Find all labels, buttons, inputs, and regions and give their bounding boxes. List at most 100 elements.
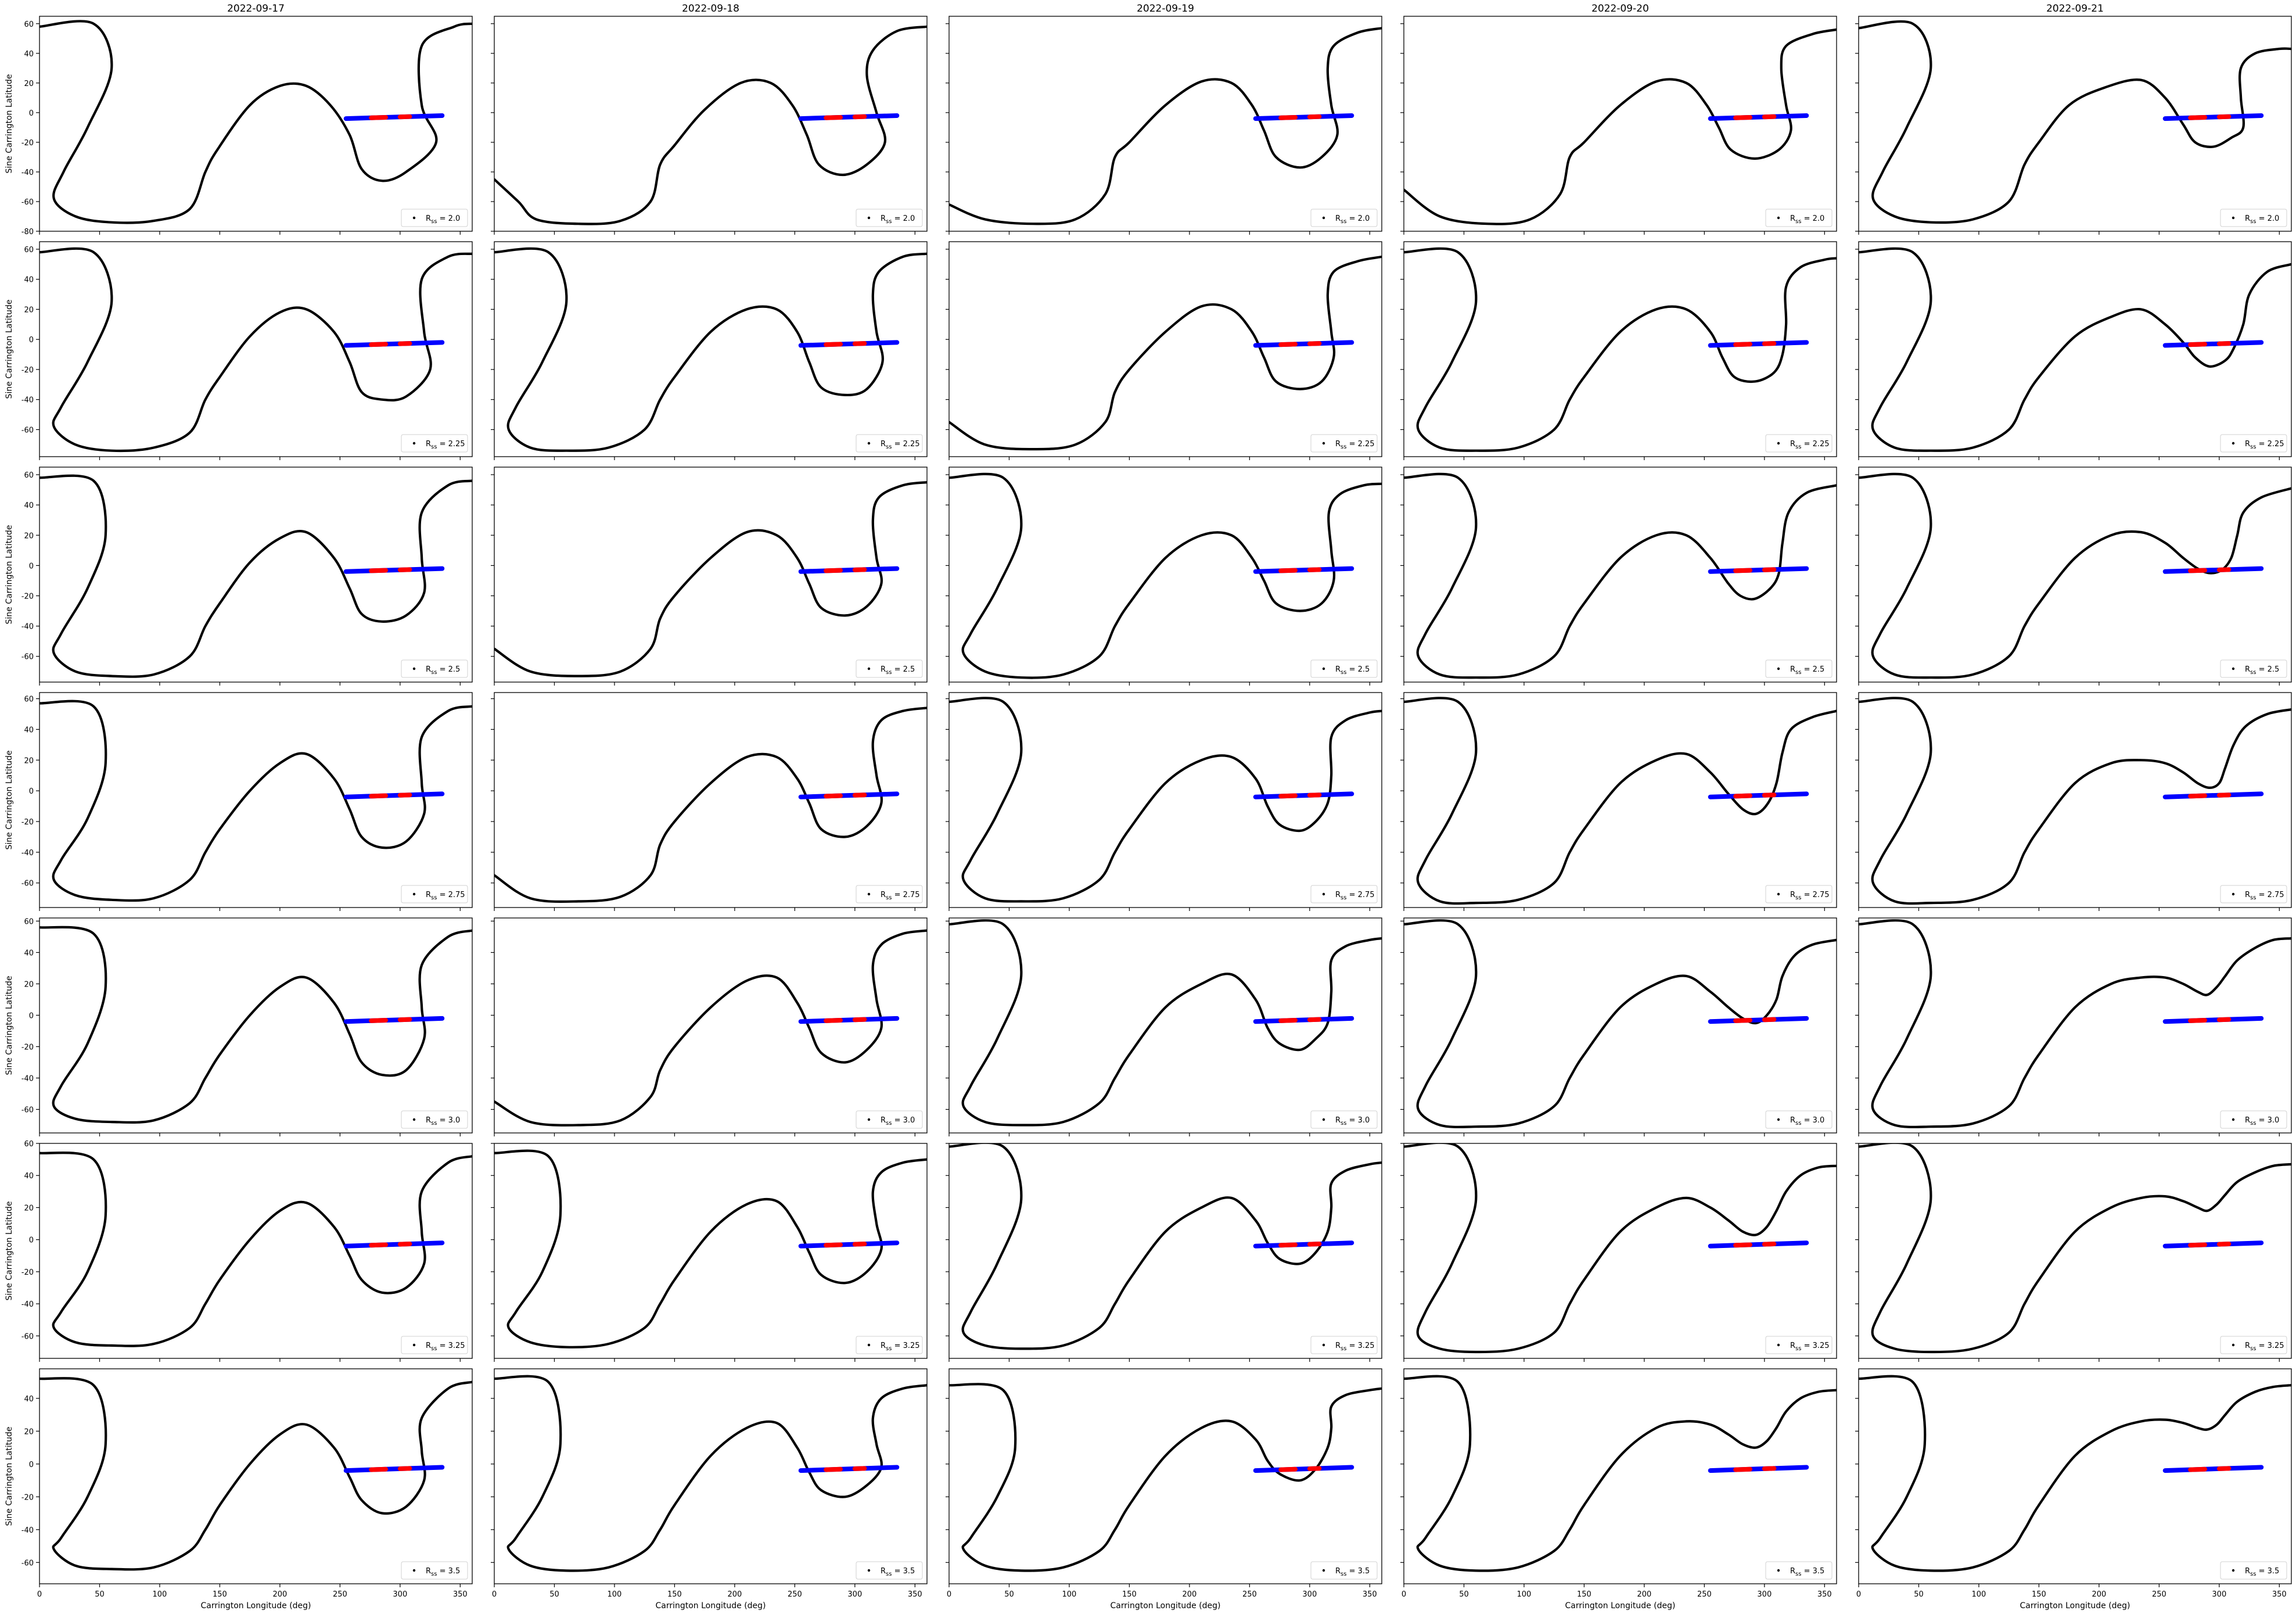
legend-box — [1765, 1561, 1833, 1580]
neutral-line — [1859, 20, 2291, 224]
trajectory-line — [1708, 113, 1809, 121]
y-tick-label: 60 — [24, 246, 34, 254]
y-tick-label: -20 — [21, 139, 34, 148]
trajectory-highlight — [1307, 341, 1322, 346]
axes-frame — [1858, 241, 2292, 457]
axes-frame — [948, 241, 1382, 457]
y-tick-label: 0 — [29, 562, 34, 571]
trajectory-line — [1253, 1240, 1354, 1249]
legend-marker — [1777, 216, 1780, 220]
x-tick-label: 250 — [333, 1590, 347, 1599]
trajectory-highlight — [1278, 114, 1298, 120]
neutral-line — [39, 926, 472, 1124]
legend-box — [401, 659, 468, 678]
axes-frame — [494, 467, 928, 683]
y-tick-label: 0 — [29, 1012, 34, 1020]
neutral-line — [1404, 28, 1837, 225]
legend-marker — [867, 1343, 871, 1347]
trajectory-line — [2162, 1240, 2264, 1249]
legend-box — [1765, 1110, 1833, 1129]
legend-box — [856, 1336, 923, 1354]
legend-label: Rss = 3.25 — [1335, 1342, 1375, 1352]
y-tick-label: 40 — [24, 949, 34, 957]
legend-label: Rss = 2.25 — [2245, 440, 2284, 450]
y-axis-label: Sine Carrington Latitude — [5, 976, 14, 1075]
legend-marker — [2232, 442, 2235, 445]
column-title: 2022-09-19 — [1137, 3, 1194, 15]
legend-label: Rss = 2.0 — [881, 214, 915, 225]
legend-label: Rss = 2.75 — [426, 891, 465, 901]
trajectory-line — [343, 791, 445, 799]
legend-box — [1765, 659, 1833, 678]
panel-r5-c3: Rss = 3.25 — [1400, 1143, 1837, 1362]
legend-marker — [1322, 1569, 1325, 1572]
panel-r2-c2: Rss = 2.5 — [946, 467, 1382, 686]
panel-r0-c0: -80 -60 -40 -20 0 20 40 60 Rss = 2.0 2022-09-17 Si… — [5, 3, 473, 236]
trajectory-highlight — [1762, 1466, 1777, 1471]
column-title: 2022-09-21 — [2046, 3, 2104, 15]
x-tick-label: 200 — [1182, 1590, 1196, 1599]
panel-r6-c3: 0 50 100 150 200 250 300 350 Rss = 3.5 Carrington… — [1400, 1368, 1837, 1611]
panel-r3-c3: Rss = 2.75 — [1400, 692, 1837, 911]
trajectory-highlight — [2216, 341, 2232, 346]
trajectory-line — [1253, 791, 1354, 799]
legend-marker — [1322, 1343, 1325, 1347]
axes-frame — [494, 917, 928, 1134]
legend-label: Rss = 2.5 — [426, 665, 460, 676]
neutral-line — [1404, 697, 1837, 905]
legend-marker — [412, 667, 416, 670]
trajectory-highlight — [369, 1242, 388, 1248]
trajectory-highlight — [2188, 342, 2207, 347]
panel-r4-c0: -60 -40 -20 0 20 40 60 Rss = 3.0 Sine Carrington… — [5, 917, 473, 1136]
x-tick-label: 0 — [492, 1590, 497, 1599]
legend-box — [401, 434, 468, 453]
trajectory-highlight — [2188, 1242, 2207, 1248]
legend-label: Rss = 2.0 — [426, 214, 460, 225]
x-axis-label: Carrington Longitude (deg) — [655, 1601, 766, 1611]
y-tick-label: -40 — [21, 1526, 34, 1535]
trajectory-line — [1708, 1016, 1809, 1024]
panel-r3-c2: Rss = 2.75 — [946, 692, 1382, 911]
y-tick-label: -60 — [21, 1559, 34, 1568]
axes-frame — [948, 692, 1382, 908]
y-tick-label: 20 — [24, 756, 34, 765]
legend-marker — [867, 1118, 871, 1121]
panel-r5-c0: -60 -40 -20 0 20 40 60 Rss = 3.25 Sine Carringto… — [5, 1140, 473, 1362]
y-tick-label: 20 — [24, 306, 34, 314]
axes-frame — [494, 1143, 928, 1359]
panel-r0-c3: Rss = 2.0 2022-09-20 — [1400, 3, 1837, 235]
legend-marker — [1777, 1118, 1780, 1121]
y-tick-label: -40 — [21, 1300, 34, 1309]
y-tick-label: -40 — [21, 1074, 34, 1083]
neutral-line — [494, 1149, 927, 1348]
panel-r6-c1: 0 50 100 150 200 250 300 350 Rss = 3.5 Carrington… — [491, 1368, 928, 1611]
legend-marker — [867, 1569, 871, 1572]
legend-box — [1310, 1110, 1378, 1129]
y-tick-label: 0 — [29, 336, 34, 345]
x-tick-label: 0 — [37, 1590, 42, 1599]
x-tick-label: 100 — [153, 1590, 167, 1599]
x-tick-label: 300 — [1302, 1590, 1317, 1599]
panel-r1-c1: Rss = 2.25 — [491, 241, 928, 460]
x-tick-label: 200 — [727, 1590, 742, 1599]
neutral-line — [949, 1143, 1382, 1350]
legend-label: Rss = 2.25 — [426, 440, 465, 450]
legend-box — [2220, 1561, 2287, 1580]
trajectory-highlight — [824, 1242, 843, 1248]
legend-box — [2220, 1336, 2287, 1354]
axes-frame — [494, 241, 928, 457]
axes-frame — [39, 241, 473, 457]
y-tick-label: 0 — [29, 1236, 34, 1245]
legend-label: Rss = 2.75 — [2245, 891, 2284, 901]
y-tick-label: -80 — [21, 228, 34, 236]
legend-box — [1765, 434, 1833, 453]
legend-label: Rss = 3.0 — [1790, 1116, 1824, 1127]
axes-frame — [1858, 467, 2292, 683]
trajectory-line — [2162, 1016, 2264, 1024]
legend-label: Rss = 2.5 — [1335, 665, 1370, 676]
x-tick-label: 0 — [1402, 1590, 1406, 1599]
x-tick-label: 50 — [1914, 1590, 1924, 1599]
legend-box — [2220, 1110, 2287, 1129]
y-tick-label: -40 — [21, 168, 34, 177]
neutral-line — [949, 27, 1382, 225]
